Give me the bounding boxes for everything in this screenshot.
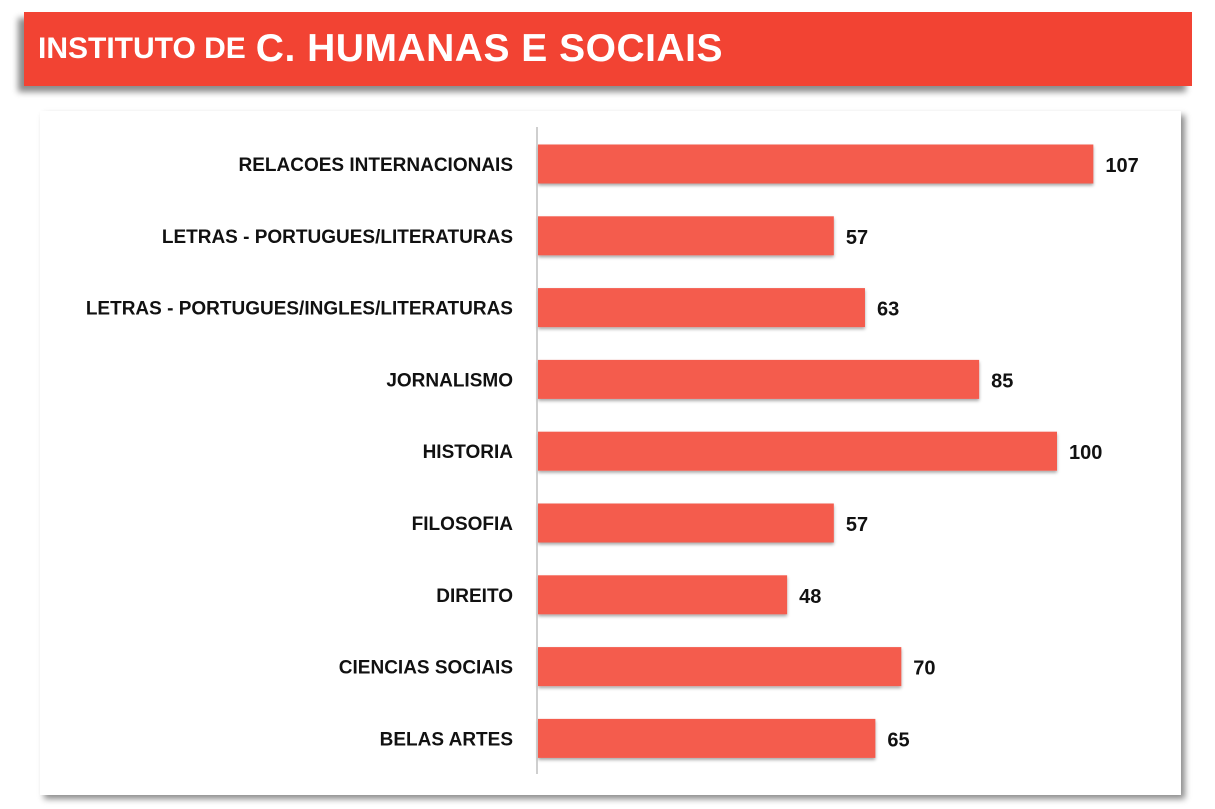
bar xyxy=(538,575,788,615)
bar xyxy=(538,288,865,328)
bar xyxy=(538,216,834,256)
value-label: 65 xyxy=(887,729,909,751)
bar xyxy=(538,144,1094,184)
category-label: HISTORIA xyxy=(423,442,514,463)
value-label: 100 xyxy=(1069,442,1102,464)
title-prefix: INSTITUTO DE xyxy=(38,32,246,65)
value-label: 48 xyxy=(799,586,821,608)
category-label: LETRAS - PORTUGUES/INGLES/LITERATURAS xyxy=(86,299,513,320)
value-label: 107 xyxy=(1105,155,1138,177)
bar xyxy=(538,503,834,543)
bar xyxy=(538,431,1057,471)
bar xyxy=(538,359,980,399)
title-banner: INSTITUTO DE C. HUMANAS E SOCIAIS xyxy=(24,12,1192,86)
value-label: 85 xyxy=(991,370,1013,392)
value-label: 63 xyxy=(877,299,899,321)
value-label: 57 xyxy=(846,514,868,536)
category-label: LETRAS - PORTUGUES/LITERATURAS xyxy=(162,227,513,248)
category-label: FILOSOFIA xyxy=(412,514,514,535)
category-label: RELACOES INTERNACIONAIS xyxy=(239,155,513,176)
value-label: 70 xyxy=(913,658,935,680)
value-label: 57 xyxy=(846,227,868,249)
category-label: DIREITO xyxy=(436,586,513,607)
bar xyxy=(538,718,876,758)
category-label: BELAS ARTES xyxy=(380,729,513,750)
title-main: C. HUMANAS E SOCIAIS xyxy=(255,27,723,70)
bar xyxy=(538,647,902,687)
bar-chart: RELACOES INTERNACIONAIS 107 LETRAS - PORTU… xyxy=(86,127,1139,774)
category-label: CIENCIAS SOCIAIS xyxy=(339,658,513,679)
category-label: JORNALISMO xyxy=(386,370,513,391)
chart-panel: RELACOES INTERNACIONAIS 107 LETRAS - PORTU… xyxy=(40,111,1181,795)
